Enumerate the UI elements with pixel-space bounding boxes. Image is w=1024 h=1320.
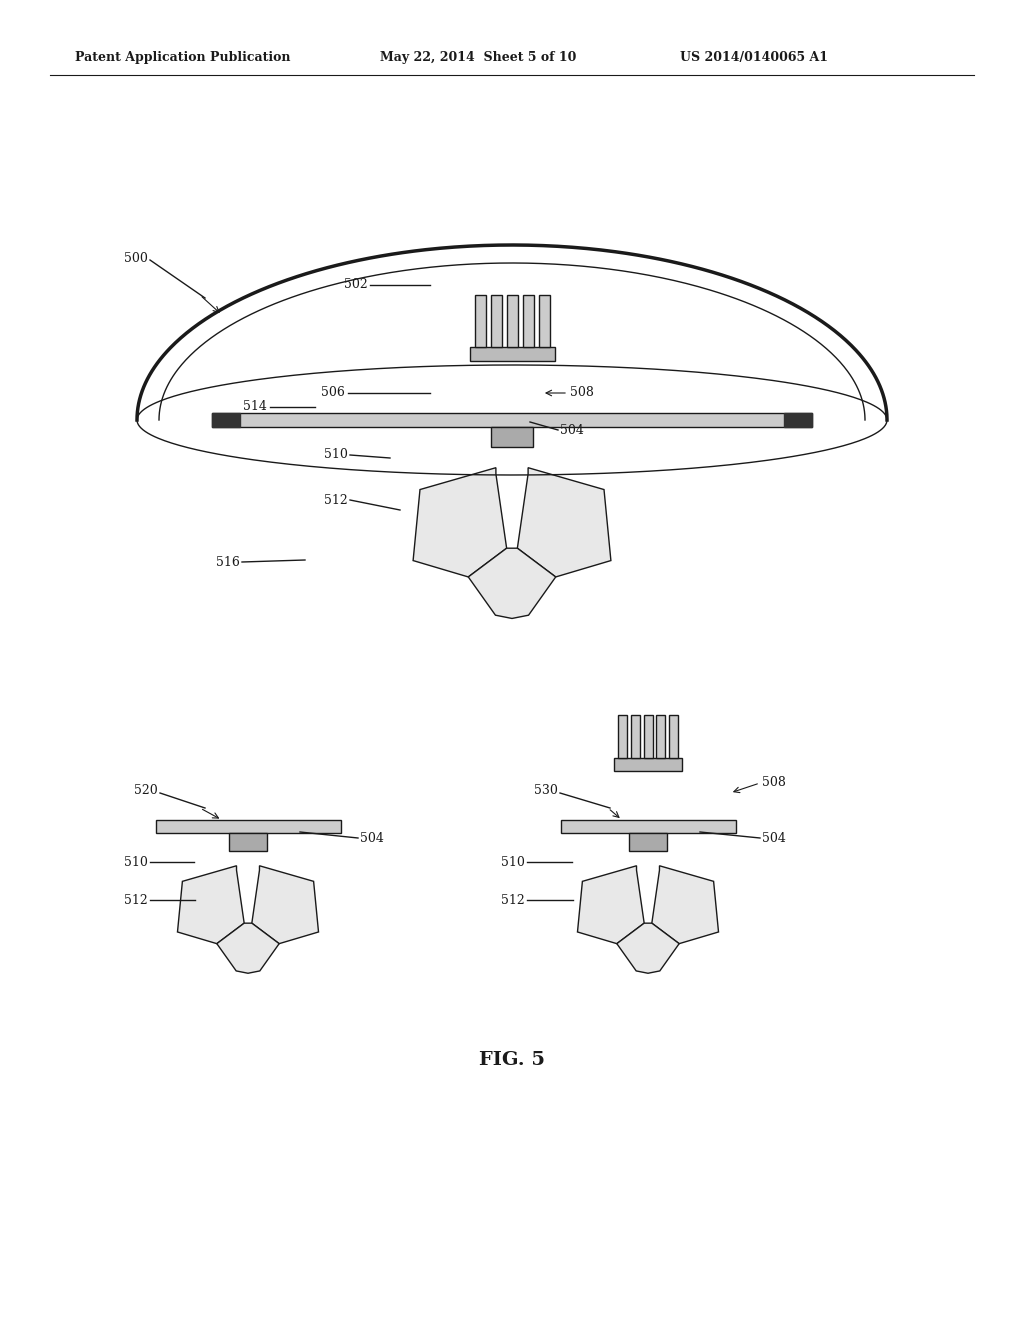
Text: 510: 510 bbox=[325, 449, 348, 462]
Polygon shape bbox=[784, 413, 812, 426]
FancyBboxPatch shape bbox=[539, 294, 550, 347]
FancyBboxPatch shape bbox=[507, 294, 517, 347]
Text: 516: 516 bbox=[216, 556, 240, 569]
Text: 508: 508 bbox=[762, 776, 785, 789]
FancyBboxPatch shape bbox=[631, 715, 640, 758]
Text: 512: 512 bbox=[325, 494, 348, 507]
Text: 512: 512 bbox=[124, 894, 148, 907]
Text: 508: 508 bbox=[570, 387, 594, 400]
Text: 506: 506 bbox=[322, 387, 345, 400]
Polygon shape bbox=[468, 548, 556, 619]
Polygon shape bbox=[212, 413, 240, 426]
Text: 504: 504 bbox=[762, 832, 785, 845]
FancyBboxPatch shape bbox=[229, 833, 267, 851]
Text: 500: 500 bbox=[124, 252, 148, 264]
FancyBboxPatch shape bbox=[613, 758, 682, 771]
Text: 514: 514 bbox=[243, 400, 267, 413]
Polygon shape bbox=[413, 467, 507, 577]
FancyBboxPatch shape bbox=[643, 715, 652, 758]
FancyBboxPatch shape bbox=[156, 820, 341, 833]
Text: 502: 502 bbox=[344, 277, 368, 290]
FancyBboxPatch shape bbox=[474, 294, 485, 347]
FancyBboxPatch shape bbox=[656, 715, 666, 758]
Polygon shape bbox=[217, 923, 280, 973]
FancyBboxPatch shape bbox=[618, 715, 628, 758]
Text: 530: 530 bbox=[535, 784, 558, 796]
Text: 510: 510 bbox=[124, 855, 148, 869]
Text: 520: 520 bbox=[134, 784, 158, 796]
Polygon shape bbox=[652, 866, 719, 944]
Text: 504: 504 bbox=[560, 424, 584, 437]
FancyBboxPatch shape bbox=[490, 294, 502, 347]
FancyBboxPatch shape bbox=[212, 413, 812, 426]
Polygon shape bbox=[616, 923, 679, 973]
Polygon shape bbox=[177, 866, 244, 944]
Polygon shape bbox=[578, 866, 644, 944]
FancyBboxPatch shape bbox=[669, 715, 678, 758]
Text: US 2014/0140065 A1: US 2014/0140065 A1 bbox=[680, 51, 828, 65]
Text: FIG. 5: FIG. 5 bbox=[479, 1051, 545, 1069]
FancyBboxPatch shape bbox=[490, 426, 534, 447]
Text: May 22, 2014  Sheet 5 of 10: May 22, 2014 Sheet 5 of 10 bbox=[380, 51, 577, 65]
FancyBboxPatch shape bbox=[469, 347, 555, 360]
Text: 512: 512 bbox=[502, 894, 525, 907]
FancyBboxPatch shape bbox=[522, 294, 534, 347]
FancyBboxPatch shape bbox=[560, 820, 735, 833]
Text: 510: 510 bbox=[501, 855, 525, 869]
FancyBboxPatch shape bbox=[629, 833, 667, 851]
Polygon shape bbox=[252, 866, 318, 944]
Text: Patent Application Publication: Patent Application Publication bbox=[75, 51, 291, 65]
Text: 504: 504 bbox=[360, 832, 384, 845]
Polygon shape bbox=[517, 467, 611, 577]
